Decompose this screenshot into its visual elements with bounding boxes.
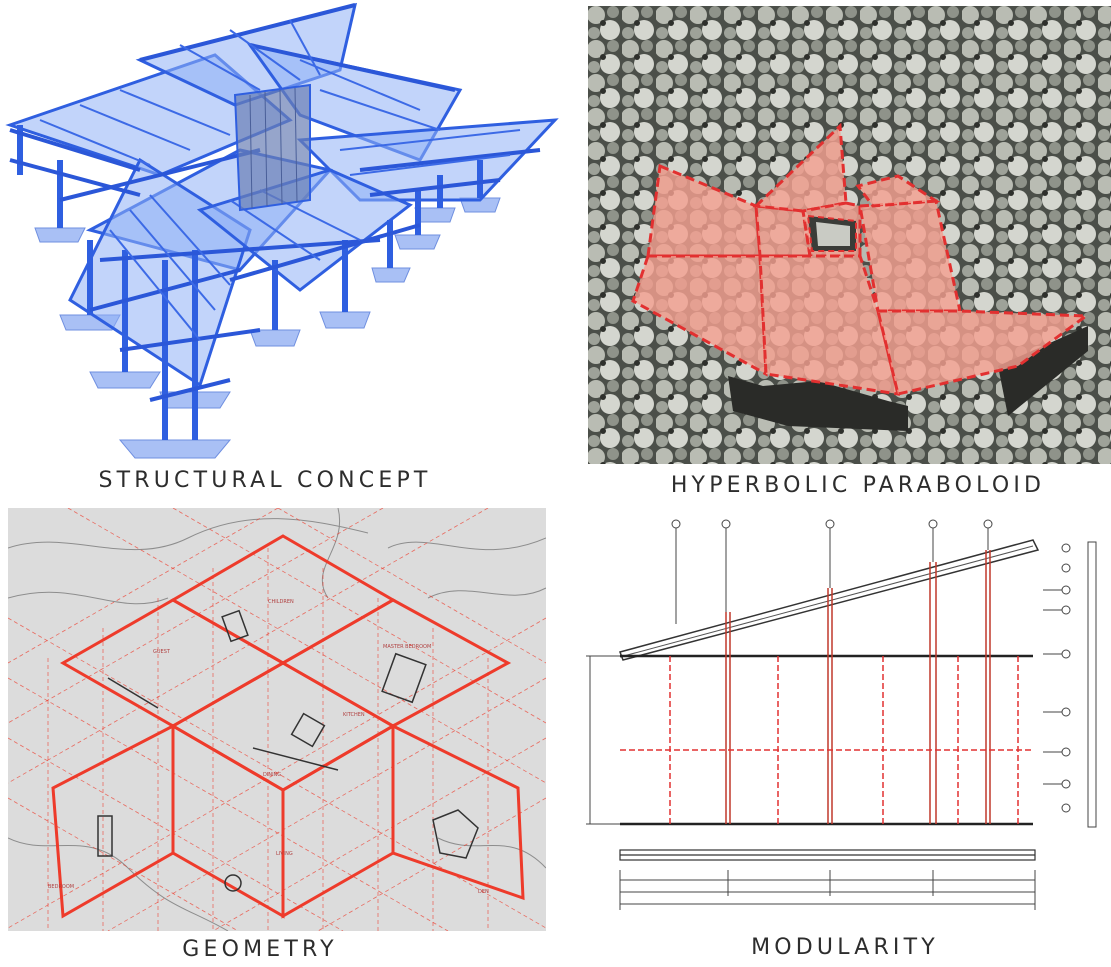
- floor-lines: [620, 654, 1033, 826]
- module-dashed-lines: [620, 656, 1033, 824]
- foundation-strip: [619, 849, 1036, 861]
- modularity-section-drawing: [586, 519, 1097, 910]
- hyperbolic-paraboloid-image: [588, 6, 1111, 464]
- building-wall-shadow-east: [998, 326, 1088, 416]
- svg-text:CHILDREN: CHILDREN: [268, 599, 294, 605]
- caption-geometry: GEOMETRY: [182, 937, 338, 962]
- modular-columns: [725, 550, 991, 824]
- skylight-glass: [816, 222, 850, 246]
- aerial-roof-photo: [588, 6, 1111, 464]
- svg-text:LIVING: LIVING: [276, 851, 293, 857]
- structural-concept-image: [0, 0, 572, 462]
- geometry-plan-image: CHILDREN GUEST MASTER BEDROOM KITCHEN DI…: [8, 508, 546, 931]
- caption-hyperbolic-paraboloid: HYPERBOLIC PARABOLOID: [670, 473, 1046, 498]
- svg-text:DINING: DINING: [263, 772, 281, 778]
- svg-text:KITCHEN: KITCHEN: [343, 712, 365, 718]
- geometry-sketch: CHILDREN GUEST MASTER BEDROOM KITCHEN DI…: [8, 508, 546, 931]
- svg-text:DEN: DEN: [478, 889, 489, 895]
- core-mullions: [249, 87, 298, 209]
- topography-lines: [8, 508, 546, 931]
- modularity-section-image: [578, 512, 1111, 922]
- building-wall-shadow: [728, 376, 908, 431]
- beams: [9, 3, 541, 402]
- grid-bubbles-right: [1043, 541, 1097, 828]
- svg-text:GUEST: GUEST: [153, 649, 171, 655]
- caption-structural-concept: STRUCTURAL CONCEPT: [98, 468, 432, 493]
- structural-frame-render: [5, 2, 559, 459]
- bottom-dimensions: [619, 870, 1036, 910]
- sloped-roof: [619, 539, 1040, 661]
- svg-text:MASTER BEDROOM: MASTER BEDROOM: [383, 644, 431, 650]
- diamond-modules: [51, 534, 525, 919]
- room-labels: CHILDREN GUEST MASTER BEDROOM KITCHEN DI…: [48, 599, 489, 895]
- furniture-sketches: [97, 609, 479, 892]
- svg-text:BEDROOM: BEDROOM: [48, 884, 74, 890]
- triangular-grid: [8, 508, 546, 931]
- left-dimension: [586, 655, 620, 825]
- roof-overlay-planes: [631, 122, 1091, 396]
- caption-modularity: MODULARITY: [751, 935, 939, 960]
- grid-bubbles-top: [671, 519, 993, 624]
- central-core: [233, 83, 311, 212]
